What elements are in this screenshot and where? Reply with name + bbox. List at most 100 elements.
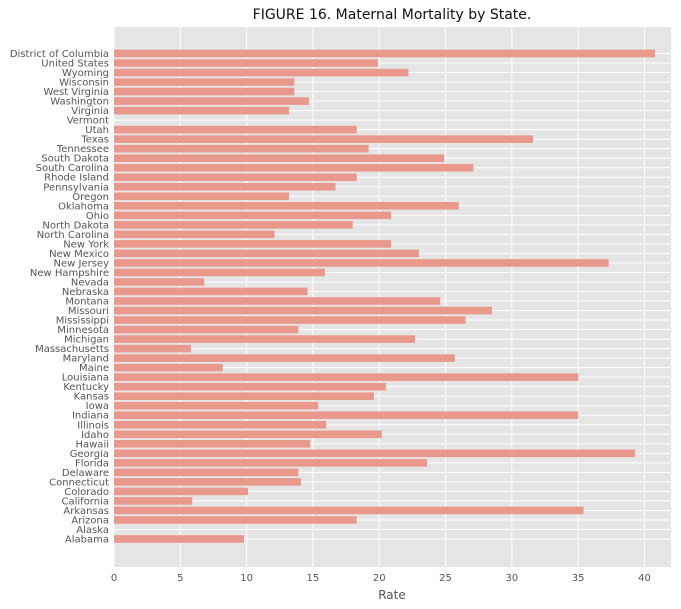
bar — [114, 392, 374, 400]
bar — [114, 487, 248, 496]
bar — [114, 268, 325, 277]
x-tick-label: 35 — [572, 573, 585, 584]
y-tick-label: Utah — [85, 125, 109, 136]
x-tick-label: 0 — [111, 573, 117, 584]
y-tick-label: Kentucky — [63, 382, 109, 393]
y-tick-label: New Jersey — [54, 258, 110, 269]
y-tick-label: Michigan — [64, 335, 109, 346]
bar — [114, 516, 357, 524]
chart-title: FIGURE 16. Maternal Mortality by State. — [253, 7, 532, 23]
bar — [114, 535, 244, 543]
x-tick-label: 30 — [505, 573, 518, 584]
y-tick-label: Iowa — [86, 401, 109, 412]
y-tick-label: Idaho — [81, 430, 109, 441]
bar — [114, 202, 459, 210]
bar — [114, 506, 584, 515]
y-tick-label: District of Columbia — [10, 49, 109, 60]
y-tick-label: Vermont — [67, 116, 109, 127]
y-tick-label: Montana — [65, 297, 109, 308]
x-tick-label: 5 — [177, 573, 183, 584]
y-tick-label: United States — [41, 59, 109, 70]
bar — [114, 259, 609, 267]
y-tick-label: Maryland — [63, 354, 109, 365]
bar — [114, 68, 409, 77]
y-tick-label: Wisconsin — [59, 78, 109, 89]
y-tick-label: Connecticut — [49, 477, 109, 488]
bar — [114, 278, 205, 286]
bar — [114, 182, 336, 191]
bar — [114, 106, 290, 115]
y-tick-label: Texas — [80, 135, 109, 146]
bar — [114, 306, 492, 315]
bar — [114, 97, 309, 105]
y-tick-label: North Carolina — [37, 230, 109, 241]
y-tick-label: Washington — [50, 97, 109, 108]
bar — [114, 497, 193, 505]
y-tick-label: Colorado — [64, 487, 109, 498]
y-tick-label: Rhode Island — [44, 173, 109, 184]
y-tick-labels: AlabamaAlaskaArizonaArkansasCaliforniaCo… — [10, 49, 109, 546]
y-tick-label: Illinois — [77, 420, 109, 431]
bar — [114, 297, 441, 305]
x-tick-label: 25 — [439, 573, 452, 584]
bar — [114, 363, 223, 372]
bar — [114, 420, 327, 429]
bar — [114, 154, 445, 162]
y-tick-label: New Hampshire — [30, 268, 109, 279]
bar — [114, 401, 319, 410]
y-tick-label: South Carolina — [36, 163, 109, 174]
y-tick-label: New Mexico — [49, 249, 109, 260]
y-tick-label: Virginia — [71, 106, 109, 117]
x-tick-labels: 0 5 10 15 20 25 30 35 40 — [111, 573, 651, 584]
bar — [114, 87, 295, 96]
y-tick-label: Maine — [79, 363, 109, 374]
y-tick-label: California — [62, 496, 110, 507]
bar — [114, 211, 392, 220]
bar — [114, 240, 392, 248]
y-tick-label: Indiana — [72, 411, 109, 422]
bars — [114, 49, 656, 543]
y-tick-label: Georgia — [70, 449, 109, 460]
y-tick-label: Nevada — [71, 277, 109, 288]
bar — [114, 430, 382, 439]
bar — [114, 449, 636, 458]
y-tick-label: Louisiana — [62, 373, 109, 384]
bar — [114, 144, 369, 153]
y-tick-label: Hawaii — [75, 439, 109, 450]
bar — [114, 325, 299, 334]
y-tick-label: Missouri — [68, 306, 109, 317]
bar — [114, 335, 416, 343]
y-tick-label: Minnesota — [57, 325, 109, 336]
y-tick-label: Tennessee — [56, 144, 109, 155]
bar — [114, 287, 308, 296]
y-tick-label: Kansas — [74, 392, 109, 403]
bar — [114, 344, 191, 353]
bar — [114, 468, 299, 477]
bar — [114, 78, 295, 86]
y-tick-label: Ohio — [86, 211, 109, 222]
bar — [114, 192, 290, 201]
y-tick-label: Oklahoma — [58, 201, 109, 212]
bar — [114, 478, 301, 486]
bar — [114, 173, 357, 182]
bar — [114, 135, 534, 143]
y-tick-label: Arizona — [71, 515, 109, 526]
y-tick-label: Oregon — [72, 192, 109, 203]
bar — [114, 316, 466, 324]
y-tick-label: Pennsylvania — [43, 182, 109, 193]
bar — [114, 411, 579, 420]
y-tick-label: Wyoming — [62, 68, 109, 79]
y-tick-label: Alaska — [76, 525, 109, 536]
bar — [114, 459, 427, 467]
y-tick-label: New York — [63, 239, 109, 250]
y-tick-label: West Virginia — [44, 87, 109, 98]
bar — [114, 221, 353, 229]
y-tick-label: Florida — [75, 458, 109, 469]
y-tick-label: Arkansas — [63, 506, 109, 517]
y-tick-label: Nebraska — [62, 287, 109, 298]
bar — [114, 373, 579, 381]
bar — [114, 440, 311, 448]
bar — [114, 163, 474, 172]
x-tick-label: 15 — [307, 573, 320, 584]
